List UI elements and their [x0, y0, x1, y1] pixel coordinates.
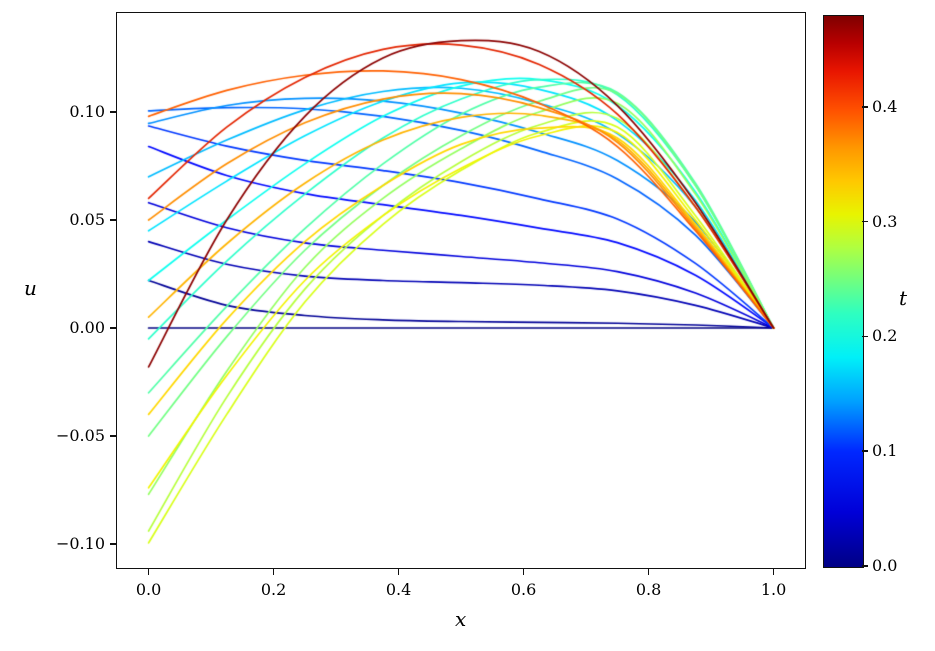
colorbar: [823, 15, 864, 568]
curves-canvas: [117, 13, 805, 568]
colorbar-tick-mark: [862, 220, 868, 223]
y-tick-mark: [110, 219, 117, 221]
y-axis-label: u: [24, 276, 37, 300]
x-tick-mark: [147, 568, 150, 575]
colorbar-tick-label: 0.0: [872, 556, 898, 575]
colorbar-tick-label: 0.1: [872, 441, 898, 461]
x-tick-mark: [522, 568, 525, 575]
y-tick-label: 0.00: [69, 318, 105, 337]
x-tick-mark: [272, 568, 275, 575]
colorbar-tick-mark: [862, 565, 868, 567]
x-tick-label: 0.4: [385, 580, 412, 599]
colorbar-tick-label: 0.3: [872, 211, 898, 231]
y-tick-mark: [110, 543, 117, 545]
colorbar-tick-label: 0.4: [872, 96, 898, 116]
y-tick-mark: [110, 435, 117, 437]
x-tick-label: 0.0: [135, 580, 162, 599]
y-tick-label: −0.10: [55, 534, 105, 553]
y-tick-mark: [110, 327, 117, 329]
x-tick-label: 0.2: [260, 580, 287, 599]
colorbar-tick-label: 0.2: [872, 326, 898, 346]
y-tick-label: −0.05: [55, 426, 105, 445]
x-tick-label: 0.6: [510, 580, 537, 599]
y-tick-label: 0.10: [69, 102, 105, 121]
y-tick-label: 0.05: [69, 210, 105, 229]
x-tick-label: 0.8: [635, 580, 662, 599]
y-tick-mark: [110, 111, 117, 113]
colorbar-tick-mark: [862, 105, 868, 108]
x-tick-mark: [772, 568, 775, 575]
colorbar-tick-mark: [862, 450, 868, 453]
colorbar-label: t: [899, 286, 908, 310]
colorbar-tick-mark: [862, 335, 868, 338]
x-tick-mark: [647, 568, 650, 575]
x-axis-label: x: [455, 607, 467, 631]
x-tick-label: 1.0: [760, 580, 787, 599]
x-tick-mark: [397, 568, 400, 575]
